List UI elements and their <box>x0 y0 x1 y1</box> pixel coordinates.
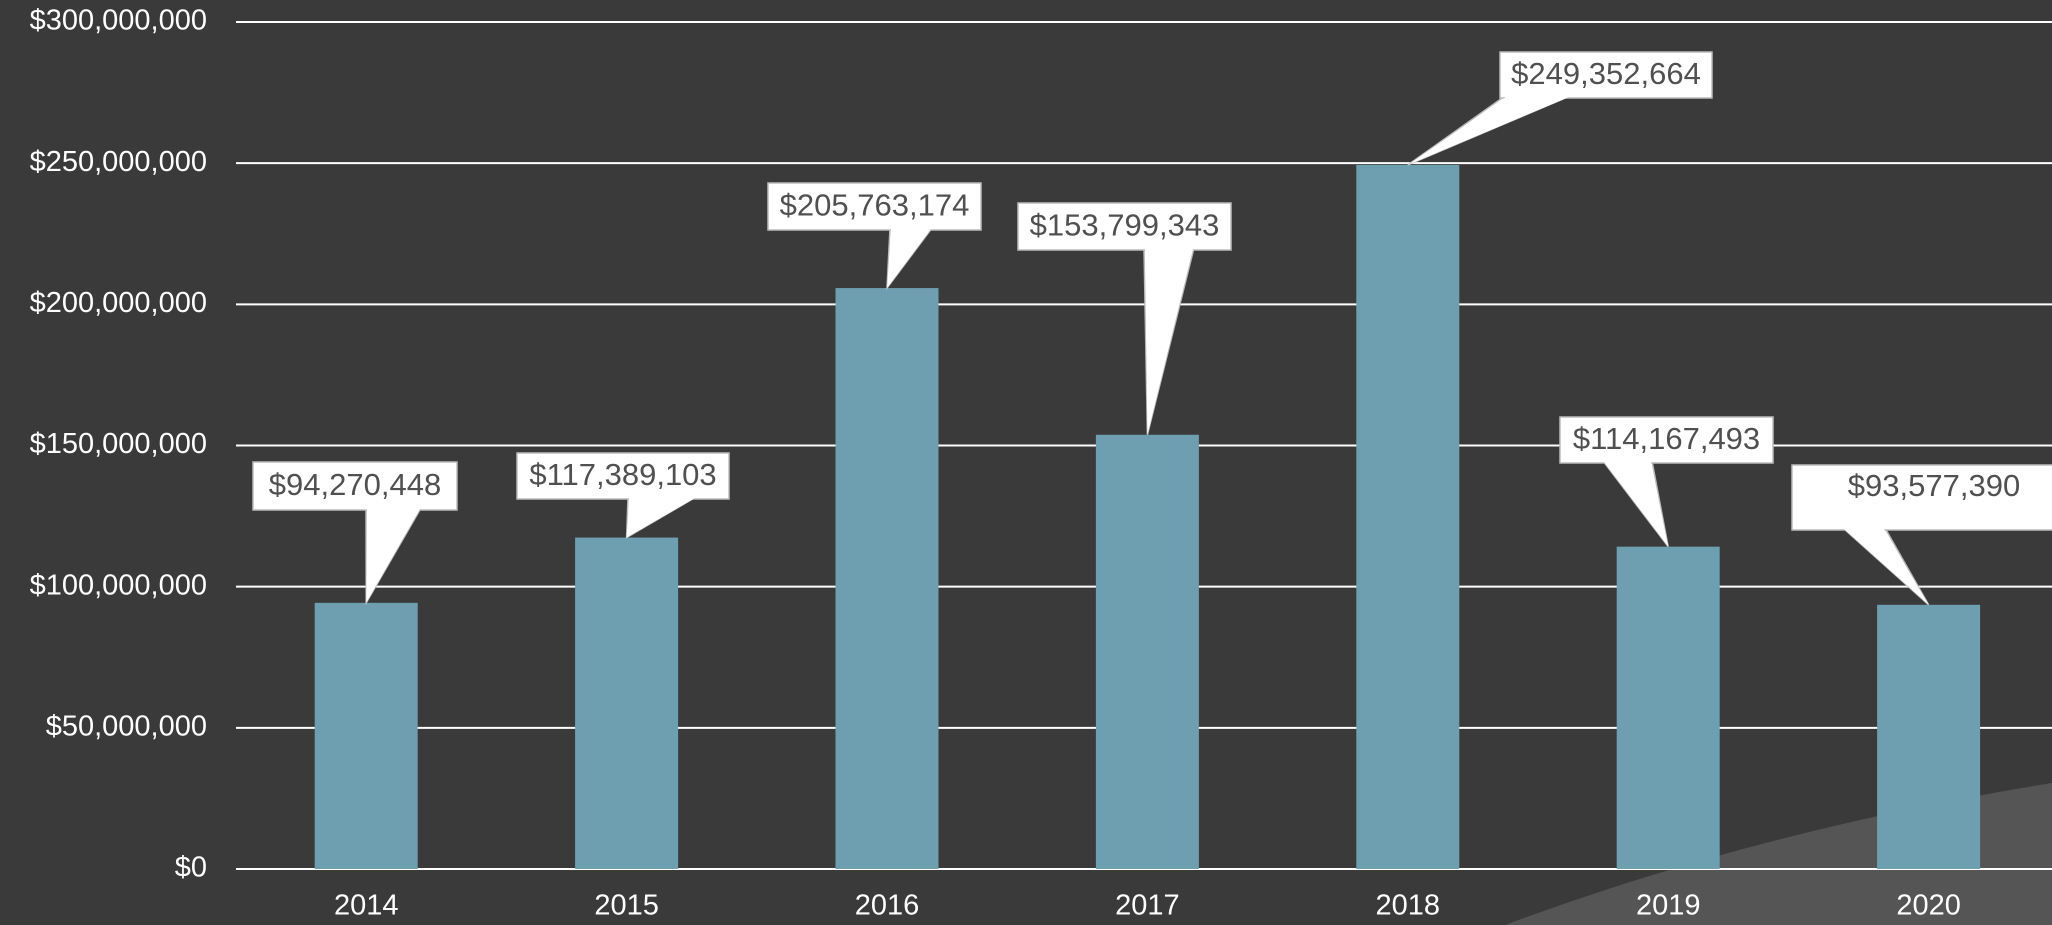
data-label: $153,799,343 <box>1030 208 1220 243</box>
callout-box <box>252 461 458 511</box>
callout-joint <box>626 498 695 538</box>
callout-box <box>516 452 730 500</box>
y-tick-label: $50,000,000 <box>46 710 207 742</box>
bar <box>1616 546 1720 869</box>
callout-box <box>1017 202 1232 251</box>
callout-joint <box>1145 249 1193 435</box>
y-tick-label: $150,000,000 <box>30 428 207 460</box>
data-label: $94,270,448 <box>269 467 441 502</box>
x-tick-label: 2016 <box>855 890 920 922</box>
bar <box>835 288 939 869</box>
bar <box>575 537 679 869</box>
callout-box <box>1559 416 1774 464</box>
callout-joint <box>887 229 931 289</box>
x-tick-label: 2020 <box>1896 890 1961 922</box>
callout-box <box>1499 51 1713 99</box>
x-tick-label: 2014 <box>334 890 399 922</box>
x-tick-label: 2018 <box>1376 890 1441 922</box>
x-tick-label: 2017 <box>1115 890 1180 922</box>
bar <box>314 602 418 869</box>
y-tick-label: $0 <box>175 852 207 884</box>
y-tick-label: $300,000,000 <box>30 5 207 37</box>
data-label: $93,577,390 <box>1848 468 2020 503</box>
x-tick-label: 2019 <box>1636 890 1701 922</box>
data-label: $114,167,493 <box>1573 421 1760 456</box>
y-tick-label: $100,000,000 <box>30 569 207 601</box>
callout-joint <box>1604 462 1669 547</box>
callout-box <box>767 182 982 231</box>
data-label: $205,763,174 <box>780 188 970 223</box>
callout-joint <box>1407 97 1569 165</box>
callout-box <box>1791 464 2052 531</box>
data-label: $249,352,664 <box>1511 56 1701 91</box>
data-label: $117,389,103 <box>529 457 716 492</box>
bar <box>1877 604 1981 869</box>
bar <box>1356 164 1460 869</box>
callout-joint <box>366 509 420 603</box>
callout-joint <box>1844 529 1929 605</box>
bar <box>1095 434 1199 869</box>
x-tick-label: 2015 <box>594 890 659 922</box>
y-tick-label: $200,000,000 <box>30 287 207 319</box>
y-tick-label: $250,000,000 <box>30 146 207 178</box>
